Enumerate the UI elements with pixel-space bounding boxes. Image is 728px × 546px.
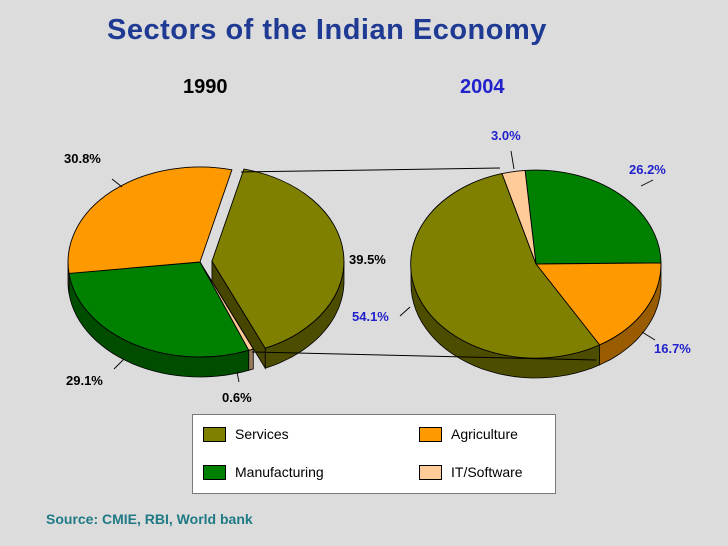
legend-label-it-software: IT/Software	[451, 464, 523, 480]
pie-2004-leader-agriculture	[641, 331, 656, 341]
pie-1990-label-agriculture: 30.8%	[64, 151, 101, 166]
pie-1990-label-services: 39.5%	[349, 252, 386, 267]
pie-1990-leader-agriculture	[111, 178, 123, 188]
chart-title: Sectors of the Indian Economy	[107, 14, 547, 46]
legend: Services Agriculture Manufacturing IT/So…	[192, 414, 556, 494]
pie-1990-slice-manufacturing	[68, 261, 250, 358]
pie-2004-leader-services	[399, 306, 411, 317]
pie-1990-label-it-software: 0.6%	[222, 390, 252, 405]
pie-1990-slice-services	[211, 168, 345, 349]
legend-label-agriculture: Agriculture	[451, 426, 518, 442]
legend-swatch-services	[203, 426, 226, 442]
pie-2004-label-it-software: 3.0%	[491, 128, 521, 143]
legend-item-it-software: IT/Software	[419, 464, 523, 480]
pie-2004-slice-services	[410, 173, 601, 359]
pie-1990-label-manufacturing: 29.1%	[66, 373, 103, 388]
legend-item-manufacturing: Manufacturing	[203, 464, 324, 480]
pie-1990-leader-it-software	[236, 371, 240, 383]
pie-2004-slice-it-software	[501, 169, 537, 265]
services-connector-line-1	[240, 167, 501, 173]
pie-2004-label-manufacturing: 26.2%	[629, 162, 666, 177]
services-connector-line-2	[251, 351, 597, 361]
pie-2004-slice-agriculture	[535, 262, 662, 346]
pie-1990-title: 1990	[183, 76, 228, 98]
legend-item-agriculture: Agriculture	[419, 426, 518, 442]
source-note: Source: CMIE, RBI, World bank	[46, 511, 253, 527]
pie-2004-label-services: 54.1%	[352, 309, 389, 324]
pie-2004-leader-it-software	[510, 150, 515, 170]
pie-2004-title: 2004	[460, 76, 505, 98]
legend-label-services: Services	[235, 426, 289, 442]
pie-1990-slice-agriculture	[67, 166, 233, 274]
pie-2004-leader-manufacturing	[640, 179, 654, 187]
pie-2004-label-agriculture: 16.7%	[654, 341, 691, 356]
legend-item-services: Services	[203, 426, 289, 442]
legend-swatch-agriculture	[419, 426, 442, 442]
pie-2004-slice-manufacturing	[524, 169, 662, 265]
pie-1990-leader-manufacturing	[113, 358, 125, 370]
legend-label-manufacturing: Manufacturing	[235, 464, 324, 480]
legend-swatch-it-software	[419, 464, 442, 480]
legend-swatch-manufacturing	[203, 464, 226, 480]
